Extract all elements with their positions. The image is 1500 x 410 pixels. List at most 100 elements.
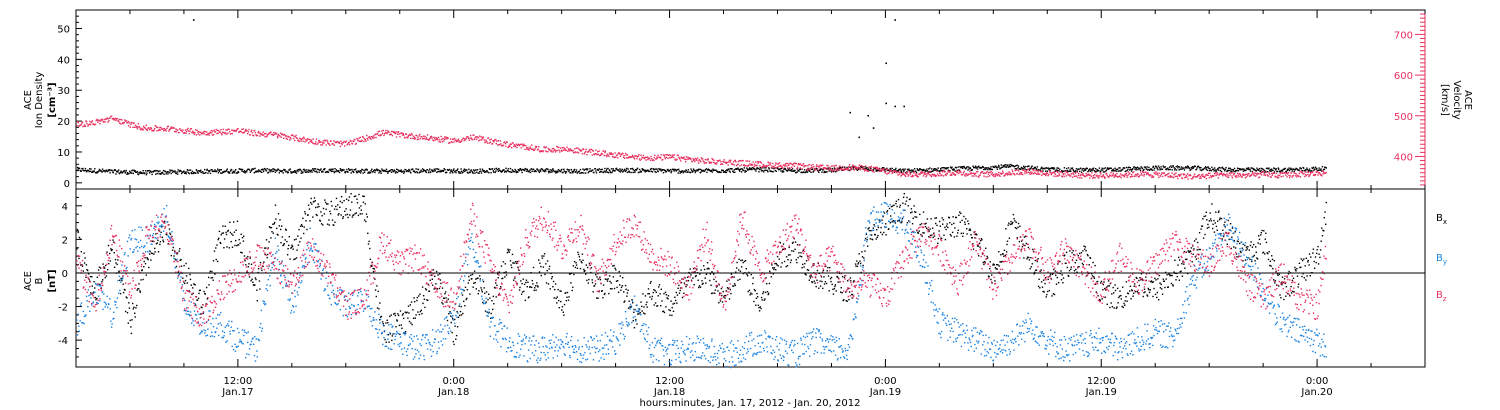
data-point: [464, 138, 466, 140]
data-point: [1207, 174, 1209, 176]
data-point: [1186, 176, 1188, 178]
data-point: [196, 129, 198, 131]
data-point: [803, 169, 806, 171]
data-point: [376, 132, 379, 135]
data-point: [436, 168, 438, 170]
data-point: [1247, 168, 1249, 171]
data-point: [1140, 166, 1142, 168]
data-point: [150, 128, 152, 130]
data-point: [128, 302, 130, 304]
data-point: [292, 134, 294, 136]
data-point: [1024, 165, 1027, 168]
data-point: [1233, 174, 1235, 176]
data-point: [380, 315, 383, 318]
data-point: [144, 172, 146, 174]
data-point: [732, 161, 735, 163]
data-point: [790, 163, 792, 165]
data-point: [194, 131, 196, 134]
data-point: [357, 139, 359, 141]
data-point: [139, 291, 141, 293]
data-point: [927, 171, 929, 173]
data-point: [252, 168, 255, 170]
data-point: [1090, 175, 1092, 177]
data-point: [242, 128, 244, 130]
data-point: [444, 293, 446, 295]
data-point: [1053, 172, 1056, 174]
data-point: [376, 168, 378, 170]
outlier-point: [849, 111, 852, 114]
data-point: [403, 171, 406, 173]
data-point: [585, 172, 587, 174]
data-point: [1169, 175, 1171, 177]
data-point: [782, 170, 784, 172]
data-point: [1094, 170, 1096, 173]
data-point: [827, 168, 830, 171]
data-point: [1109, 167, 1111, 169]
data-point: [292, 137, 295, 140]
data-point: [382, 323, 384, 325]
data-point: [891, 167, 893, 170]
data-point: [376, 307, 379, 309]
data-point: [567, 299, 570, 301]
data-point: [158, 173, 160, 175]
data-point: [667, 157, 669, 159]
data-point: [425, 171, 427, 174]
data-point: [613, 264, 615, 267]
data-point: [568, 149, 570, 151]
data-point: [1270, 176, 1272, 178]
data-point: [752, 161, 754, 163]
data-point: [725, 162, 727, 164]
data-point: [1235, 175, 1237, 177]
data-point: [633, 157, 635, 159]
data-point: [1323, 171, 1325, 173]
data-point: [92, 123, 95, 125]
data-point: [698, 159, 701, 161]
data-point: [488, 311, 490, 314]
data-point: [1123, 176, 1126, 178]
data-point: [563, 168, 565, 170]
data-point: [1112, 172, 1114, 174]
data-point: [931, 168, 933, 170]
data-point: [170, 254, 172, 257]
data-point: [870, 165, 873, 168]
data-point: [1128, 166, 1130, 168]
data-point: [467, 137, 470, 140]
data-point: [495, 142, 497, 145]
data-point: [1006, 174, 1009, 176]
data-point: [162, 128, 164, 130]
data-point: [587, 151, 589, 153]
data-point: [756, 164, 758, 166]
data-point: [390, 171, 393, 173]
data-point: [180, 265, 183, 267]
data-point: [540, 170, 542, 172]
data-point: [994, 174, 997, 176]
data-point: [1087, 173, 1089, 176]
data-point: [468, 279, 470, 281]
data-point: [1256, 174, 1258, 176]
data-point: [899, 168, 901, 170]
data-point: [179, 169, 182, 172]
data-point: [301, 172, 304, 174]
data-point: [372, 171, 374, 173]
data-point: [955, 167, 958, 169]
data-point: [1039, 173, 1041, 175]
data-point: [381, 321, 384, 323]
data-point: [1163, 166, 1166, 169]
data-point: [1091, 172, 1093, 174]
data-point: [1240, 175, 1242, 177]
x-tick-label-date: Jan.18: [437, 387, 469, 398]
data-point: [806, 168, 809, 171]
data-point: [155, 125, 157, 127]
data-point: [642, 154, 645, 157]
data-point: [1271, 169, 1273, 172]
data-point: [1166, 168, 1168, 170]
data-point: [886, 168, 889, 171]
data-point: [336, 208, 338, 211]
data-point: [597, 150, 599, 153]
data-point: [151, 240, 153, 242]
data-point: [1187, 178, 1189, 180]
data-point: [300, 172, 302, 174]
data-point: [912, 174, 914, 176]
data-point: [455, 334, 458, 337]
data-point: [662, 158, 664, 161]
